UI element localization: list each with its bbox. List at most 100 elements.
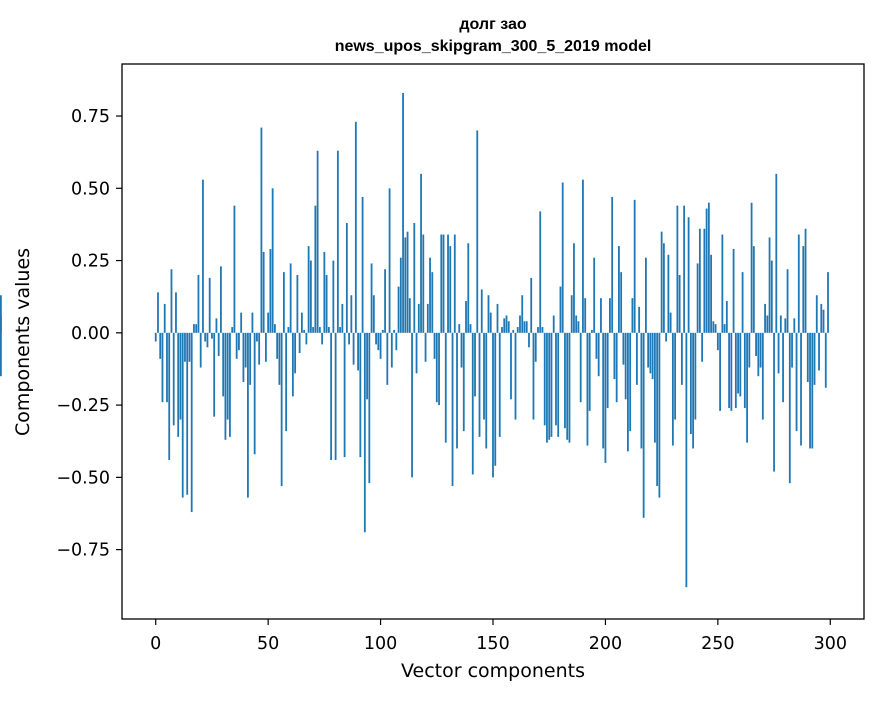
bar <box>404 237 407 333</box>
bar <box>561 182 564 333</box>
bar <box>258 332 261 365</box>
bar <box>330 332 333 461</box>
bar <box>294 332 297 374</box>
bar <box>269 249 272 333</box>
bar <box>161 332 164 403</box>
bar <box>345 222 348 333</box>
bar <box>748 332 751 368</box>
x-tick-label: 100 <box>364 634 397 654</box>
bar <box>408 298 411 333</box>
x-tick-label: 0 <box>150 634 161 654</box>
bar <box>381 329 384 333</box>
bar <box>206 332 209 348</box>
bar <box>584 298 587 333</box>
bar <box>458 324 461 333</box>
bar <box>795 332 798 432</box>
bar <box>289 263 292 333</box>
bar <box>786 269 789 333</box>
bar <box>390 332 393 368</box>
bar <box>226 332 229 420</box>
bar <box>442 234 445 333</box>
bar <box>548 332 551 440</box>
bar <box>426 303 429 333</box>
bar <box>764 303 766 333</box>
bar <box>698 228 701 333</box>
bar <box>689 332 692 434</box>
bar <box>667 254 670 333</box>
bar <box>532 332 535 420</box>
bar <box>462 332 465 432</box>
bar <box>352 332 355 365</box>
x-tick-label: 250 <box>701 634 734 654</box>
bar <box>579 332 582 403</box>
bar <box>341 303 344 333</box>
bar <box>622 332 625 365</box>
bar <box>543 332 546 426</box>
bar <box>546 332 548 443</box>
bar <box>480 289 483 333</box>
bar <box>251 312 254 333</box>
bar <box>633 199 636 333</box>
bar <box>386 332 389 385</box>
bar <box>564 332 566 429</box>
bar <box>568 332 571 443</box>
bar <box>300 312 303 333</box>
bar <box>316 150 319 333</box>
bar <box>478 332 481 437</box>
bar <box>766 315 769 333</box>
bar <box>224 332 227 440</box>
bar <box>399 257 402 333</box>
bar <box>761 332 764 420</box>
bar <box>238 332 240 351</box>
bar <box>211 332 213 339</box>
bar <box>202 179 204 333</box>
bar <box>658 332 661 498</box>
bar <box>815 295 818 333</box>
bar <box>388 188 391 333</box>
bar <box>229 332 231 437</box>
bar <box>732 249 735 333</box>
bar <box>678 275 681 333</box>
bar <box>471 332 474 475</box>
y-tick-label: 0.75 <box>71 107 110 127</box>
bar <box>811 332 814 449</box>
bar <box>600 298 602 333</box>
bar <box>184 332 186 362</box>
bar <box>265 332 267 362</box>
chart-title-line-1: долг зао <box>459 16 526 33</box>
bar <box>593 257 596 333</box>
bar <box>685 332 688 588</box>
bar <box>492 332 494 478</box>
bar <box>253 332 256 455</box>
bar <box>467 243 470 333</box>
bar <box>629 332 632 432</box>
bar <box>370 263 373 333</box>
bar <box>510 332 512 400</box>
bar <box>707 202 710 333</box>
bar <box>431 272 434 333</box>
bar <box>424 332 427 362</box>
bar <box>505 315 508 333</box>
bar <box>397 286 400 333</box>
bar <box>199 332 202 368</box>
bar <box>739 332 742 397</box>
bar <box>377 332 380 351</box>
bar <box>649 332 652 374</box>
bar <box>274 324 276 333</box>
bar <box>453 234 456 333</box>
y-tick-label: −0.50 <box>56 468 110 488</box>
bar <box>440 234 443 333</box>
bar <box>291 332 294 397</box>
bar <box>674 332 677 420</box>
y-tick-label: −0.75 <box>56 541 110 561</box>
bar <box>287 327 290 333</box>
bar <box>804 228 807 333</box>
bar <box>433 332 436 359</box>
bar <box>788 332 791 484</box>
bar <box>802 246 805 333</box>
bar <box>609 298 611 333</box>
bar <box>797 234 800 333</box>
bar <box>307 246 310 333</box>
bar <box>537 327 539 333</box>
bar <box>188 332 191 362</box>
